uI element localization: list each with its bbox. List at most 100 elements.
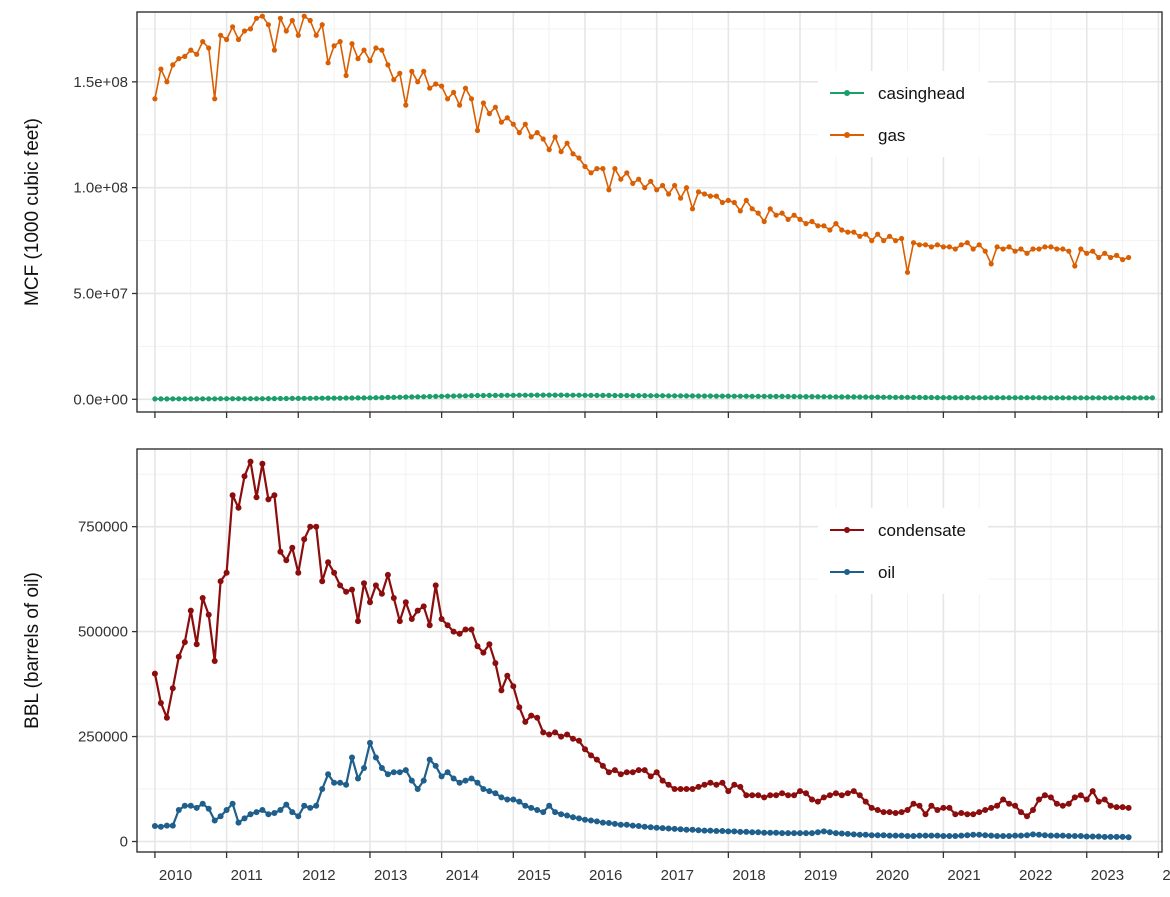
data-point-oil — [982, 832, 989, 839]
data-point-casinghead — [486, 392, 492, 398]
data-point-oil — [432, 762, 439, 769]
x-tick-label: 2012 — [302, 867, 335, 884]
data-point-gas — [887, 233, 893, 239]
data-point-oil — [217, 813, 224, 820]
data-point-casinghead — [373, 395, 379, 401]
data-point-oil — [701, 827, 708, 834]
data-point-casinghead — [235, 396, 242, 402]
data-point-gas — [940, 244, 947, 250]
data-point-casinghead — [779, 393, 785, 399]
data-point-gas — [349, 41, 355, 47]
data-point-oil — [820, 828, 827, 835]
data-point-condensate — [582, 746, 588, 753]
data-point-oil — [289, 809, 296, 816]
data-point-oil — [689, 826, 696, 833]
data-point-casinghead — [319, 395, 325, 401]
data-point-condensate — [540, 729, 547, 736]
data-point-condensate — [295, 569, 302, 576]
data-point-condensate — [546, 731, 553, 738]
data-point-gas — [600, 166, 606, 172]
data-point-oil — [319, 786, 326, 792]
data-point-gas — [833, 221, 839, 227]
data-point-oil — [295, 813, 302, 820]
y-tick-label: 1.0e+08 — [73, 180, 128, 197]
data-point-oil — [1018, 832, 1024, 839]
data-point-condensate — [492, 660, 499, 667]
data-point-casinghead — [737, 393, 743, 399]
data-point-gas — [1048, 244, 1054, 250]
data-point-condensate — [904, 807, 911, 813]
data-point-casinghead — [588, 392, 594, 398]
data-point-condensate — [157, 700, 164, 706]
data-point-gas — [1012, 248, 1018, 254]
series-casinghead — [152, 392, 1155, 402]
data-point-gas — [791, 212, 797, 218]
data-point-casinghead — [922, 394, 929, 401]
data-point-oil — [157, 823, 164, 830]
data-point-condensate — [175, 653, 182, 660]
x-tick-label: 2010 — [159, 867, 192, 884]
data-point-gas — [624, 170, 630, 176]
data-point-gas — [893, 238, 899, 244]
data-point-casinghead — [397, 394, 403, 400]
data-point-oil — [755, 829, 762, 836]
data-point-gas — [337, 39, 343, 45]
data-point-gas — [797, 216, 803, 222]
data-point-gas — [952, 246, 958, 252]
data-point-gas — [403, 102, 409, 108]
x-ticks — [154, 412, 1160, 418]
data-point-casinghead — [678, 393, 684, 399]
data-point-casinghead — [349, 395, 355, 401]
data-point-oil — [713, 828, 720, 834]
data-point-condensate — [868, 804, 875, 811]
data-point-oil — [193, 804, 200, 811]
data-point-oil — [474, 779, 481, 786]
data-point-condensate — [832, 790, 839, 797]
data-point-gas — [863, 231, 869, 237]
data-point-casinghead — [899, 394, 905, 400]
data-point-condensate — [767, 792, 774, 799]
data-point-oil — [946, 833, 953, 839]
data-point-oil — [671, 825, 678, 832]
data-point-condensate — [844, 790, 851, 797]
data-point-condensate — [797, 788, 803, 795]
data-point-condensate — [564, 731, 571, 738]
data-point-condensate — [1083, 796, 1090, 803]
y-tick-label: 250000 — [78, 729, 128, 746]
data-point-gas — [433, 81, 439, 87]
data-point-casinghead — [618, 392, 624, 399]
data-point-casinghead — [1030, 395, 1036, 401]
data-point-gas — [355, 56, 361, 62]
data-point-condensate — [259, 460, 266, 467]
data-point-casinghead — [809, 394, 815, 400]
data-point-casinghead — [988, 395, 994, 401]
data-point-gas — [253, 15, 260, 21]
gridlines — [137, 12, 1162, 412]
data-point-condensate — [420, 603, 427, 610]
data-point-condensate — [850, 788, 857, 795]
data-point-gas — [773, 212, 779, 218]
legend-label-oil: oil — [878, 563, 895, 582]
data-point-casinghead — [1108, 395, 1114, 401]
data-point-oil — [444, 769, 451, 776]
data-point-gas — [498, 119, 504, 125]
data-point-casinghead — [1114, 395, 1120, 401]
data-point-oil — [576, 815, 582, 822]
data-point-condensate — [1125, 804, 1132, 811]
y-tick-label: 1.5e+08 — [73, 74, 128, 91]
data-point-oil — [331, 779, 338, 786]
data-point-condensate — [516, 704, 523, 711]
data-point-condensate — [611, 767, 618, 774]
data-point-condensate — [343, 588, 350, 595]
data-point-casinghead — [462, 393, 469, 399]
data-point-casinghead — [833, 394, 839, 400]
data-point-oil — [283, 801, 290, 808]
data-point-gas — [851, 229, 857, 235]
data-point-casinghead — [928, 394, 935, 401]
data-point-condensate — [558, 733, 565, 740]
data-point-gas — [522, 121, 528, 127]
data-point-condensate — [994, 802, 1001, 809]
data-point-oil — [372, 754, 379, 761]
data-point-oil — [492, 790, 499, 797]
data-point-oil — [1012, 832, 1019, 839]
